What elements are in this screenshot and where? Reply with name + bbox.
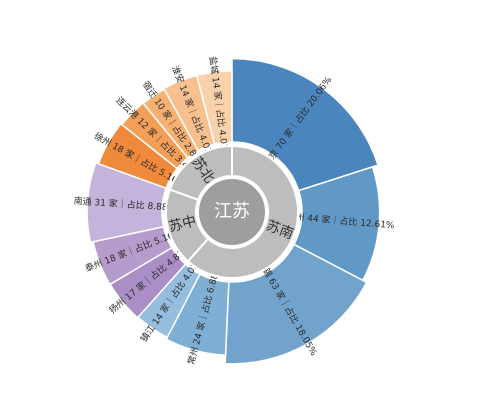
outer-ring: 南京 70 家｜占比 20.06%苏州 44 家｜占比 12.61%无锡 63 …: [73, 56, 395, 366]
region-label-1: 苏中: [167, 213, 198, 235]
slice-0: [231, 57, 380, 192]
slice-3: [165, 273, 230, 356]
slice-7: [86, 161, 168, 244]
region-0: [186, 144, 299, 279]
center-label: 江苏: [214, 201, 250, 222]
center-circle: 江苏: [197, 177, 267, 247]
region-2: [168, 144, 233, 202]
slice-12: [195, 70, 233, 146]
center-disc: [197, 177, 267, 247]
slice-2: [224, 243, 368, 365]
